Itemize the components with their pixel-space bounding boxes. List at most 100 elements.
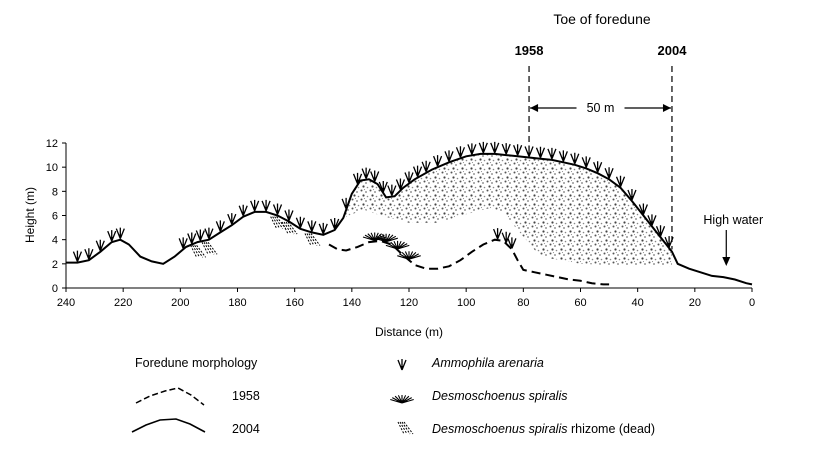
- ammophila-symbol-base: [389, 191, 394, 196]
- rhizome-symbol: [304, 233, 321, 246]
- ammophila-icon: [397, 359, 407, 371]
- ammophila-symbol: [604, 167, 614, 179]
- ammophila-symbol: [178, 237, 188, 249]
- ammophila-symbol: [295, 216, 305, 229]
- toe-year-1958: 1958: [515, 43, 544, 58]
- ammophila-symbol-base: [561, 157, 566, 162]
- ammophila-symbol-base: [667, 243, 672, 248]
- ammophila-symbol-base: [98, 246, 103, 251]
- ammophila-symbol-base: [86, 255, 91, 260]
- ammophila-symbol: [272, 203, 283, 215]
- profile-line-2004: [66, 152, 753, 286]
- ammophila-symbol-base: [515, 151, 520, 156]
- ammophila-symbol-base: [641, 210, 646, 215]
- ammophila-symbol: [72, 250, 83, 262]
- ammophila-symbol-base: [75, 257, 80, 262]
- ammophila-symbol-1958-base: [509, 244, 514, 249]
- ammophila-symbol-base: [181, 244, 186, 249]
- legend-desmoschoenus-glyph: [390, 395, 414, 404]
- ammophila-symbol-base: [629, 196, 634, 200]
- ammophila-symbol: [467, 143, 477, 155]
- ammophila-symbol-base: [118, 234, 123, 239]
- profile-line-1958: [328, 238, 610, 286]
- ammophila-symbol: [647, 214, 657, 226]
- ammophila-symbol-base: [407, 178, 411, 183]
- ammophila-symbol: [95, 239, 105, 251]
- ammophila-symbol: [455, 146, 466, 158]
- ammophila-symbol: [664, 236, 674, 248]
- ammophila-symbol-base: [572, 159, 577, 164]
- ammophila-symbol-base: [189, 239, 194, 244]
- ammophila-symbol: [501, 143, 511, 155]
- ammophila-symbol: [558, 150, 568, 162]
- ammophila-symbol-base: [229, 220, 234, 225]
- desmoschoenus-symbol: [374, 233, 398, 243]
- ammophila-symbol: [547, 147, 557, 160]
- x-tick-label: 20: [689, 297, 701, 309]
- ammophila-symbol: [284, 209, 294, 221]
- x-tick-label: 220: [114, 297, 132, 309]
- ammophila-symbol-base: [649, 221, 654, 226]
- ammophila-symbol: [378, 180, 388, 193]
- ammophila-symbol: [627, 189, 637, 201]
- ammophila-symbol-base: [344, 204, 349, 209]
- ammophila-symbol-base: [447, 157, 452, 162]
- rhizome-icon: [397, 421, 414, 435]
- ammophila-symbol-base: [355, 179, 360, 184]
- ammophila-symbol-base: [298, 223, 303, 228]
- ammophila-symbol-1958-base: [495, 235, 500, 240]
- ammophila-symbol-base: [435, 162, 440, 167]
- y-tick-label: 8: [52, 186, 58, 198]
- legend-ammophila-glyph: [397, 359, 407, 371]
- ammophila-symbol: [570, 152, 580, 164]
- ammophila-symbol: [478, 141, 488, 154]
- y-tick-label: 12: [46, 138, 58, 150]
- y-tick-label: 4: [52, 235, 58, 247]
- distance-arrowhead-left: [530, 104, 539, 112]
- ammophila-symbol: [387, 184, 397, 196]
- ammophila-symbol: [444, 150, 454, 162]
- x-tick-label: 0: [749, 297, 755, 309]
- ammophila-symbol: [341, 197, 351, 210]
- x-tick-label: 140: [343, 297, 361, 309]
- rhizome-symbol: [281, 221, 298, 235]
- ammophila-symbol-base: [415, 172, 420, 177]
- legend-ammophila-label: Ammophila arenaria: [431, 356, 544, 370]
- ammophila-symbol: [204, 227, 214, 239]
- ammophila-symbol-base: [584, 163, 589, 168]
- x-tick-label: 80: [517, 297, 529, 309]
- ammophila-symbol: [535, 146, 546, 158]
- ammophila-symbol: [490, 141, 500, 154]
- ammophila-symbol: [370, 170, 380, 182]
- toe-year-2004: 2004: [658, 43, 688, 58]
- x-tick-label: 60: [574, 297, 586, 309]
- ammophila-symbol-base: [372, 177, 377, 182]
- ammophila-symbol: [261, 199, 271, 212]
- distance-arrowhead-right: [662, 104, 671, 112]
- ammophila-symbol: [318, 222, 328, 235]
- legend-rhizome-species: Desmoschoenus spiralis: [432, 422, 567, 436]
- ammophila-symbol: [432, 155, 443, 167]
- ammophila-symbol: [352, 172, 363, 185]
- x-tick-label: 240: [57, 297, 75, 309]
- ammophila-symbol-base: [241, 211, 246, 216]
- high-water-arrowhead: [722, 257, 731, 266]
- ammophila-symbol: [238, 204, 248, 216]
- ammophila-symbol: [115, 227, 125, 239]
- ammophila-symbol: [524, 145, 534, 157]
- legend-morphology-title: Foredune morphology: [135, 356, 258, 370]
- y-tick-label: 6: [52, 211, 58, 223]
- y-tick-label: 10: [46, 162, 58, 174]
- ammophila-symbol: [227, 213, 237, 225]
- sand-accumulation-area: [343, 153, 672, 267]
- distance-label: 50 m: [587, 101, 615, 115]
- legend-1958-label: 1958: [232, 389, 260, 403]
- ammophila-symbol-base: [398, 185, 403, 190]
- legend-2004-label: 2004: [232, 422, 260, 436]
- legend-desmoschoenus-label: Desmoschoenus spiralis: [432, 389, 567, 403]
- ammophila-symbol: [593, 161, 603, 173]
- ammophila-symbol-base: [492, 148, 497, 153]
- legend: Foredune morphology 1958 2004 Ammophila …: [131, 356, 655, 436]
- x-tick-label: 40: [632, 297, 644, 309]
